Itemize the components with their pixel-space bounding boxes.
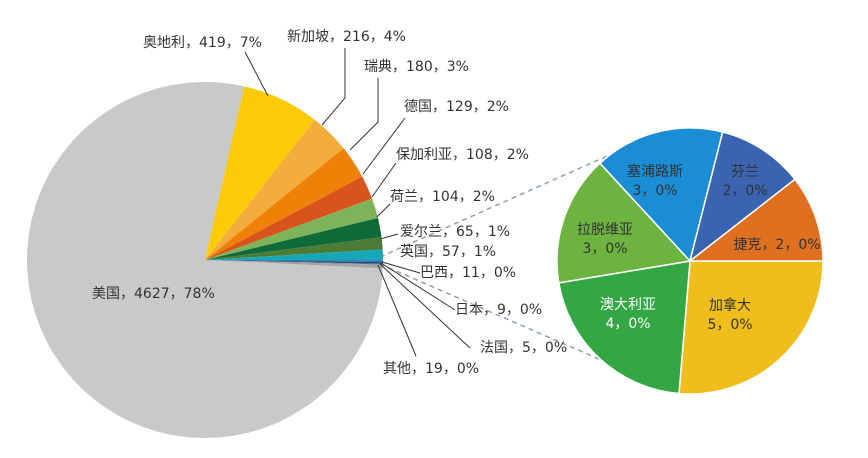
data-label: 芬兰 xyxy=(731,164,759,180)
pie-slice xyxy=(598,127,724,263)
pie-slice xyxy=(678,260,824,395)
leader-line xyxy=(362,117,406,175)
pie-slice xyxy=(557,260,691,395)
pie-slice xyxy=(205,260,383,269)
pie-slice xyxy=(688,131,797,263)
connector-line xyxy=(379,263,623,370)
leader-line xyxy=(376,203,391,218)
pie-slice xyxy=(205,218,382,260)
data-label: 法国，5，0% xyxy=(480,340,567,356)
data-label: 加拿大 xyxy=(709,297,751,314)
pie-slice xyxy=(205,237,383,260)
pie-slice xyxy=(205,260,383,263)
leader-line xyxy=(379,263,471,349)
data-label: 美国，4627，78% xyxy=(92,286,215,302)
pie-slice xyxy=(205,176,373,260)
data-label: 4，0% xyxy=(605,316,650,332)
data-label: 日本，9，0% xyxy=(455,302,542,318)
leader-line xyxy=(349,78,379,151)
data-label: 巴西，11，0% xyxy=(420,265,516,281)
pie-slice xyxy=(687,178,824,262)
data-label: 拉脱维亚 xyxy=(577,222,633,238)
data-label: 荷兰，104，2% xyxy=(390,189,495,205)
data-label: 爱尔兰，65，1% xyxy=(400,224,510,240)
pie-slice xyxy=(556,162,692,284)
data-label: 瑞典，180，3% xyxy=(364,59,469,75)
pie-slice xyxy=(205,249,383,261)
leader-line xyxy=(377,264,417,357)
data-label: 其他，19，0% xyxy=(383,361,479,377)
leader-line xyxy=(379,233,399,240)
pie-slice xyxy=(205,260,383,264)
pie-slice xyxy=(27,81,383,438)
connector-line xyxy=(379,152,615,258)
data-label: 英国，57，1% xyxy=(400,243,496,260)
pie-slice xyxy=(205,86,315,260)
pie-slice xyxy=(205,198,378,260)
data-label: 3，0% xyxy=(632,183,677,199)
data-label: 5，0% xyxy=(707,317,752,333)
data-label: 德国，129，2% xyxy=(404,99,509,115)
data-label: 3，0% xyxy=(582,241,627,257)
data-label: 塞浦路斯 xyxy=(627,163,683,180)
leader-line xyxy=(321,48,346,126)
pie-slice xyxy=(205,260,383,265)
leader-line xyxy=(244,51,269,97)
pie-slice xyxy=(205,119,344,260)
pie-slice xyxy=(205,148,363,260)
data-label: 捷克，2，0% xyxy=(733,237,820,253)
leader-line xyxy=(371,162,397,198)
leader-line xyxy=(380,262,456,311)
data-label: 奥地利，419，7% xyxy=(143,34,262,51)
data-label: 保加利亚，108，2% xyxy=(396,147,529,163)
data-label: 新加坡，216，4% xyxy=(287,29,406,45)
leader-line xyxy=(381,261,421,274)
data-label: 澳大利亚 xyxy=(600,297,656,313)
data-label: 2，0% xyxy=(722,183,767,199)
